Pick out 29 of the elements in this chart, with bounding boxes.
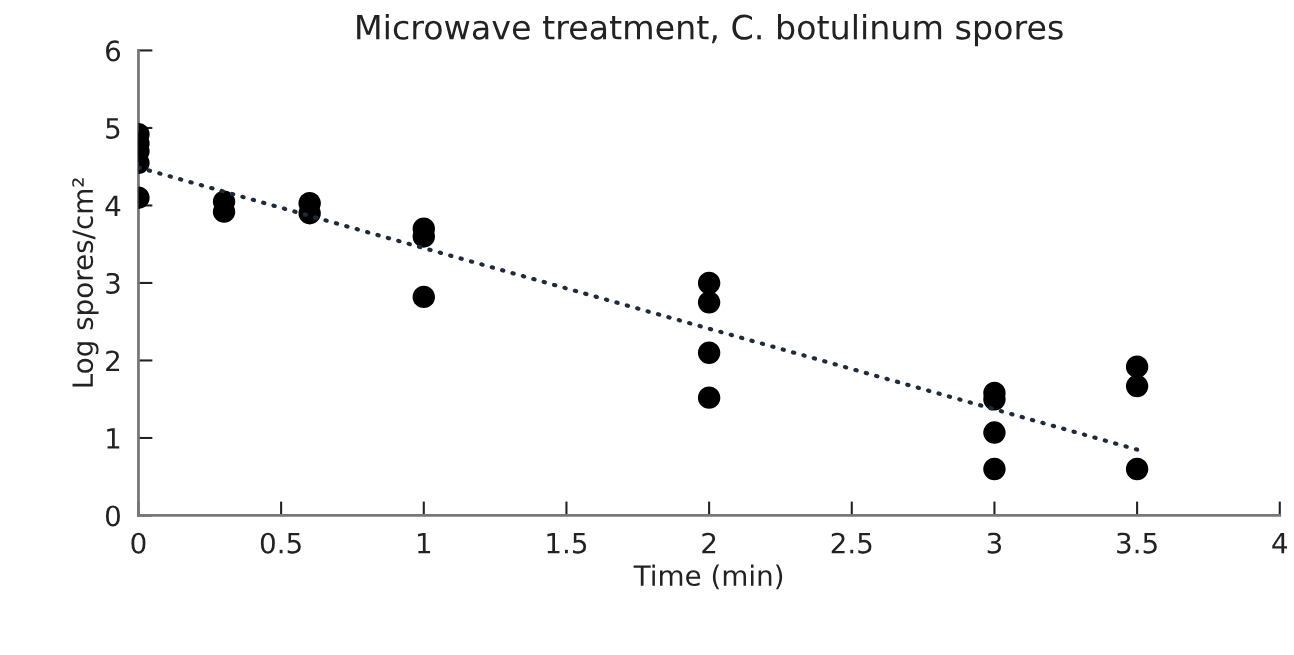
x-tick-label: 1.5	[547, 533, 587, 554]
x-tick-label: 3	[987, 532, 1002, 554]
point	[697, 386, 721, 409]
chart-title: Microwave treatment, C. botulinum spores	[357, 14, 1063, 47]
point	[983, 421, 1006, 444]
point	[1125, 457, 1149, 481]
y-tick-label: 0	[105, 505, 120, 527]
y-tick-label: 5	[106, 118, 120, 139]
x-tick-label: 3.5	[1117, 532, 1157, 554]
point	[697, 271, 721, 295]
x-axis-title: Time (min)	[633, 564, 783, 590]
point	[697, 291, 721, 314]
y-tick-label: 4	[105, 195, 121, 217]
point	[697, 341, 721, 364]
x-tick-label: 0	[131, 532, 146, 554]
x-tick-label: 4	[1272, 533, 1288, 554]
y-tick-label: 1	[107, 428, 120, 449]
point	[412, 285, 435, 309]
x-tick-label: 1	[418, 533, 431, 554]
point	[983, 457, 1006, 481]
y-tick-label: 2	[106, 350, 120, 372]
x-tick-label: 2	[702, 532, 716, 554]
y-axis-title: Log spores/cm²	[72, 178, 99, 387]
point	[1125, 355, 1149, 378]
y-tick-label: 3	[106, 272, 120, 294]
y-tick-label: 6	[106, 40, 121, 62]
point	[1125, 374, 1149, 398]
x-tick-label: 2.5	[831, 532, 872, 554]
x-tick-label: 0.5	[260, 532, 301, 554]
